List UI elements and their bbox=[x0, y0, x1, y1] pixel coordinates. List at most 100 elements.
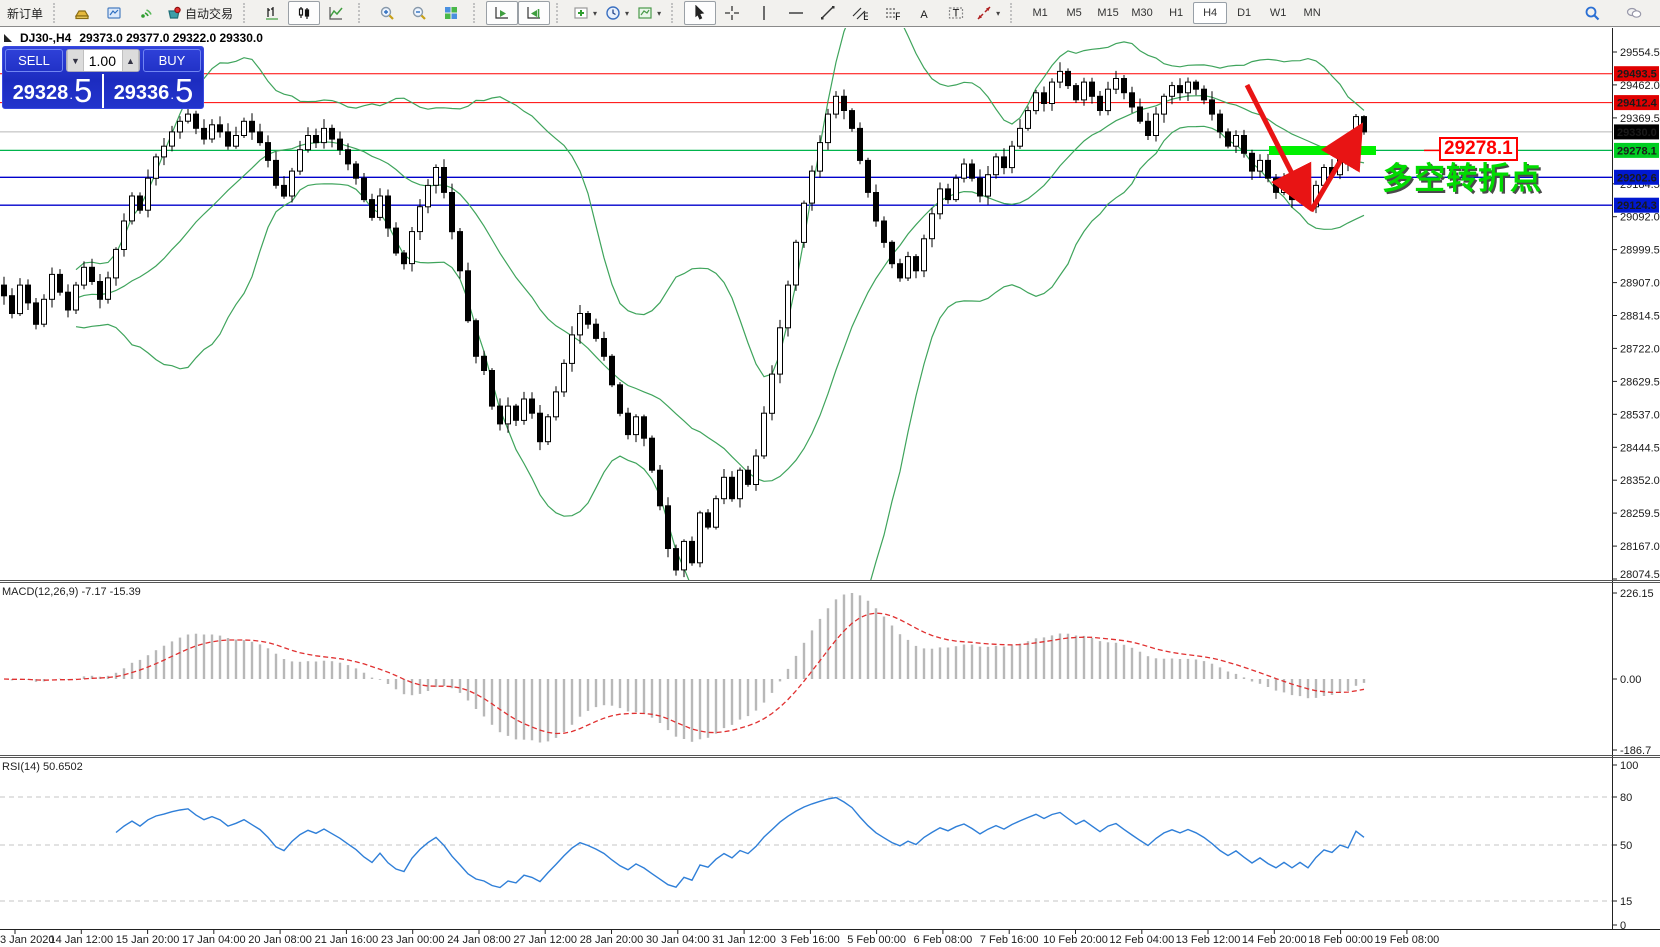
trendline-button[interactable] bbox=[812, 1, 844, 25]
time-axis-label: 20 Jan 08:00 bbox=[248, 934, 312, 946]
price-axis-label: 29369.5 bbox=[1620, 113, 1660, 125]
svg-text:F: F bbox=[895, 11, 900, 21]
tf-m5-button[interactable]: M5 bbox=[1066, 7, 1082, 19]
tf-mn-button[interactable]: MN bbox=[1303, 7, 1321, 19]
line-chart-button[interactable] bbox=[320, 1, 352, 25]
time-axis-label: 24 Jan 08:00 bbox=[447, 934, 511, 946]
toolbar-right-icons bbox=[1576, 1, 1650, 25]
chart-shift-button[interactable] bbox=[518, 1, 551, 25]
periods-button[interactable]: ▾ bbox=[601, 1, 633, 25]
tf-m30-button[interactable]: M30 bbox=[1131, 7, 1153, 19]
cursor-icon bbox=[692, 5, 708, 21]
support-zone-bar[interactable] bbox=[1269, 146, 1376, 155]
buy-button[interactable]: BUY bbox=[143, 49, 201, 72]
price-axis-label: 28537.0 bbox=[1620, 409, 1660, 421]
zoom-out-button[interactable] bbox=[403, 1, 435, 25]
toolbar-separator bbox=[358, 3, 367, 23]
tf-h1-button[interactable]: H1 bbox=[1169, 7, 1184, 19]
time-axis-label: 17 Jan 04:00 bbox=[182, 934, 246, 946]
time-axis-label: 18 Feb 00:00 bbox=[1308, 934, 1373, 946]
text-button[interactable]: A bbox=[908, 1, 940, 25]
price-tag bbox=[1614, 66, 1659, 82]
tile-windows-button[interactable] bbox=[435, 1, 467, 25]
label-button[interactable]: T bbox=[940, 1, 972, 25]
zoom-in-icon bbox=[379, 5, 395, 21]
price-axis-label: 28722.0 bbox=[1620, 343, 1660, 355]
signal-icon bbox=[138, 5, 154, 21]
time-axis-label: 14 Jan 12:00 bbox=[49, 934, 113, 946]
sell-button[interactable]: SELL bbox=[5, 49, 63, 72]
volume-decrease-button[interactable]: ▼ bbox=[67, 50, 84, 71]
sell-price[interactable]: 29328 . 5 bbox=[3, 74, 102, 108]
sell-price-pip: 5 bbox=[73, 72, 93, 109]
gold-button[interactable] bbox=[66, 1, 98, 25]
tile-windows-icon bbox=[443, 5, 459, 21]
candlestick-button[interactable] bbox=[288, 1, 321, 25]
macd-values: -7.17 -15.39 bbox=[81, 586, 141, 598]
bar-chart-button[interactable] bbox=[256, 1, 288, 25]
rsi-line bbox=[115, 796, 1365, 889]
shapes-icon bbox=[976, 5, 992, 21]
trend-arrow-down[interactable] bbox=[1244, 83, 1312, 212]
price-axis[interactable]: 29554.529462.029369.529184.529092.028999… bbox=[1612, 47, 1660, 581]
price-axis-label: 28259.5 bbox=[1620, 508, 1660, 520]
tf-m15-button[interactable]: M15 bbox=[1097, 7, 1119, 19]
price-axis-label: 29554.5 bbox=[1620, 47, 1660, 59]
charts-button[interactable] bbox=[98, 1, 130, 25]
new-order-button[interactable]: 新订单 bbox=[3, 1, 47, 25]
rsi-pane bbox=[0, 796, 1612, 902]
autotrade-button[interactable]: 自动交易 bbox=[162, 1, 237, 25]
price-tag-label: 29202.6 bbox=[1617, 172, 1657, 184]
crosshair-button[interactable] bbox=[716, 1, 748, 25]
bar-chart-icon bbox=[264, 5, 280, 21]
shapes-button[interactable]: ▾ bbox=[972, 1, 1004, 25]
fibonacci-button[interactable]: F bbox=[876, 1, 908, 25]
horizontal-line-icon bbox=[788, 5, 804, 21]
zoom-in-button[interactable] bbox=[371, 1, 403, 25]
chevron-down-icon: ▾ bbox=[593, 8, 598, 18]
signal-button[interactable] bbox=[130, 1, 162, 25]
chat-icon bbox=[1626, 5, 1642, 21]
tf-m1-button[interactable]: M1 bbox=[1032, 7, 1048, 19]
svg-text:E: E bbox=[863, 11, 868, 21]
macd-name: MACD(12,26,9) bbox=[2, 586, 79, 598]
volume-increase-button[interactable]: ▲ bbox=[122, 50, 139, 71]
vertical-line-icon bbox=[756, 5, 772, 21]
tf-d1-button[interactable]: D1 bbox=[1237, 7, 1252, 19]
auto-scroll-button[interactable] bbox=[486, 1, 519, 25]
templates-button[interactable]: ▾ bbox=[633, 1, 665, 25]
search-button[interactable] bbox=[1576, 1, 1608, 25]
price-tag-label: 29330.0 bbox=[1617, 127, 1657, 139]
volume-input[interactable] bbox=[84, 50, 122, 71]
chevron-down-icon: ▾ bbox=[996, 8, 1001, 18]
buy-price[interactable]: 29336 . 5 bbox=[102, 74, 203, 108]
svg-text:0.00: 0.00 bbox=[1620, 674, 1641, 686]
time-axis-label: 28 Jan 20:00 bbox=[580, 934, 644, 946]
chevron-down-icon: ▾ bbox=[625, 8, 630, 18]
svg-text:T: T bbox=[953, 8, 960, 20]
time-axis-label: 12 Feb 04:00 bbox=[1109, 934, 1174, 946]
tf-h4-button[interactable]: H4 bbox=[1193, 2, 1228, 24]
trend-arrow-up[interactable] bbox=[1308, 122, 1364, 213]
search-icon bbox=[1584, 5, 1600, 21]
volume-spinner: ▼ ▲ bbox=[66, 49, 140, 72]
vertical-line-button[interactable] bbox=[748, 1, 780, 25]
horizontal-line-button[interactable] bbox=[780, 1, 812, 25]
indicators-icon bbox=[573, 5, 589, 21]
price-tag bbox=[1614, 169, 1659, 185]
indicators-button[interactable]: ▾ bbox=[569, 1, 601, 25]
price-axis-label: 28074.5 bbox=[1620, 569, 1660, 581]
chat-button[interactable] bbox=[1618, 1, 1650, 25]
cursor-button[interactable] bbox=[684, 1, 717, 25]
channel-button[interactable]: E bbox=[844, 1, 876, 25]
price-tag bbox=[1614, 142, 1659, 158]
toolbar-separator bbox=[53, 3, 62, 23]
price-axis-label: 28167.0 bbox=[1620, 541, 1660, 553]
toolbar-separator bbox=[671, 3, 680, 23]
chart-ohlc: 29373.0 29377.0 29322.0 29330.0 bbox=[79, 31, 263, 45]
toolbar-separator bbox=[1010, 3, 1019, 23]
tf-w1-button[interactable]: W1 bbox=[1269, 7, 1287, 19]
